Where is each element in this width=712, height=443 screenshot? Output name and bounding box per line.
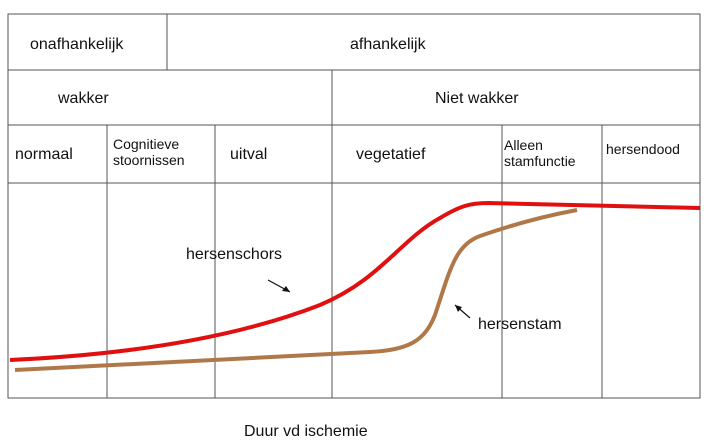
cell-label: Niet wakker xyxy=(435,90,519,107)
cell-label: vegetatief xyxy=(356,146,426,163)
cell-label: hersendood xyxy=(606,141,680,157)
arrow-head xyxy=(455,305,462,312)
cell-label: uitval xyxy=(230,146,268,163)
cell-label: wakker xyxy=(58,90,109,107)
curve-label: hersenstam xyxy=(478,316,562,333)
cortex-curve xyxy=(9,200,701,362)
cell-label: normaal xyxy=(15,146,73,163)
arrow-head xyxy=(282,286,290,292)
cell-label: Alleen stamfunctie xyxy=(504,137,576,169)
brainstem-curve xyxy=(14,208,578,372)
cell-label: Cognitieve stoornissen xyxy=(113,136,185,168)
axis-label: Duur vd ischemie xyxy=(244,423,368,440)
curve-label: hersenschors xyxy=(186,246,283,263)
cell-label: afhankelijk xyxy=(350,36,426,53)
cell-label: onafhankelijk xyxy=(30,36,124,53)
